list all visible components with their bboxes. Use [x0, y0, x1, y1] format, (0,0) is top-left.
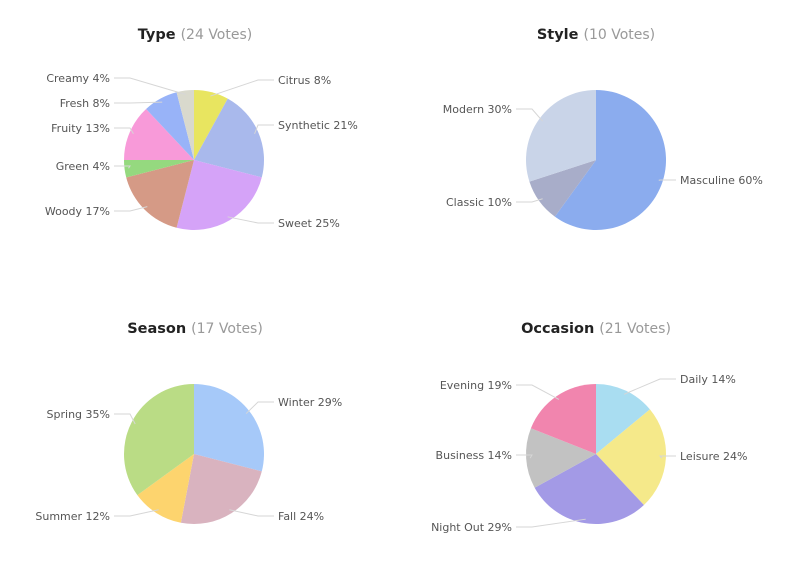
slice-label: Summer 12% [35, 510, 110, 523]
chart-vote-count: (21 Votes) [599, 321, 671, 337]
chart-title: Occasion (21 Votes) [521, 321, 671, 337]
pie-chart-style: Style (10 Votes) Masculine 60% Classic 10% M… [443, 27, 763, 230]
chart-title-text: Type [138, 27, 176, 43]
slice-label: Modern 30% [443, 103, 512, 116]
leader-line [658, 455, 676, 459]
leader-line [254, 124, 274, 134]
pie-chart-type: Type (24 Votes) Citrus 8% Synthetic 21% Swee… [45, 27, 358, 230]
leader-line [114, 101, 163, 104]
slice-woody[interactable] [126, 160, 194, 228]
slice-label: Spring 35% [47, 408, 110, 421]
slice-label: Woody 17% [45, 205, 110, 218]
slice-spring[interactable] [124, 384, 194, 496]
slice-label: Fall 24% [278, 510, 324, 523]
leader-line [245, 401, 274, 414]
leader-line [516, 454, 533, 459]
slice-label: Night Out 29% [431, 521, 512, 534]
leader-line [623, 378, 676, 395]
slice-label: Fresh 8% [60, 97, 110, 110]
slice-label: Masculine 60% [680, 174, 763, 187]
slice-citrus[interactable] [194, 90, 228, 160]
slice-label: Daily 14% [680, 373, 736, 386]
chart-vote-count: (17 Votes) [191, 321, 263, 337]
slice-label: Business 14% [436, 449, 512, 462]
chart-vote-count: (10 Votes) [584, 27, 656, 43]
leader-line [516, 384, 560, 400]
chart-title: Style (10 Votes) [537, 27, 655, 43]
slice-synthetic[interactable] [194, 98, 264, 178]
chart-title: Season (17 Votes) [127, 321, 263, 337]
leader-line [229, 509, 274, 517]
leader-line [114, 127, 134, 135]
slice-sweet[interactable] [176, 160, 262, 230]
slice-label: Creamy 4% [46, 72, 110, 85]
slice-label: Green 4% [56, 160, 110, 173]
leader-line [227, 216, 274, 224]
slice-label: Sweet 25% [278, 217, 340, 230]
leader-line [516, 198, 543, 203]
slice-masculine[interactable] [554, 90, 667, 230]
slice-label: Winter 29% [278, 396, 342, 409]
slice-business[interactable] [526, 428, 596, 488]
chart-title-text: Occasion [521, 321, 594, 337]
leader-line [114, 165, 131, 169]
chart-vote-count: (24 Votes) [181, 27, 253, 43]
slice-label: Classic 10% [446, 196, 512, 209]
leader-line [114, 77, 186, 95]
slice-modern[interactable] [526, 90, 596, 182]
leader-line [114, 206, 148, 212]
slice-fresh[interactable] [146, 92, 194, 160]
slice-creamy[interactable] [176, 90, 194, 160]
slice-classic[interactable] [529, 160, 596, 217]
pie-chart-season: Season (17 Votes) Winter 29% Fall 24% Summer… [35, 321, 342, 525]
pie-chart-occasion: Occasion (21 Votes) Daily 14% Leisure 24% Ni… [431, 321, 747, 534]
slice-daily[interactable] [596, 384, 650, 454]
leader-line [210, 79, 274, 97]
leader-line [114, 509, 159, 517]
slice-green[interactable] [124, 160, 194, 178]
slice-winter[interactable] [194, 384, 264, 472]
leader-line [516, 518, 586, 528]
slice-label: Leisure 24% [680, 450, 747, 463]
slice-label: Citrus 8% [278, 74, 331, 87]
chart-title-text: Season [127, 321, 186, 337]
slice-fruity[interactable] [124, 108, 194, 160]
slice-night-out[interactable] [534, 454, 644, 525]
leader-line [516, 108, 543, 122]
slice-label: Fruity 13% [51, 122, 110, 135]
slice-label: Synthetic 21% [278, 119, 358, 132]
chart-title: Type (24 Votes) [138, 27, 252, 43]
slice-summer[interactable] [137, 454, 194, 523]
leader-line [114, 413, 136, 425]
slice-label: Evening 19% [440, 379, 512, 392]
slice-leisure[interactable] [596, 409, 667, 506]
slice-evening[interactable] [530, 384, 596, 454]
chart-title-text: Style [537, 27, 579, 43]
slice-fall[interactable] [180, 454, 262, 525]
